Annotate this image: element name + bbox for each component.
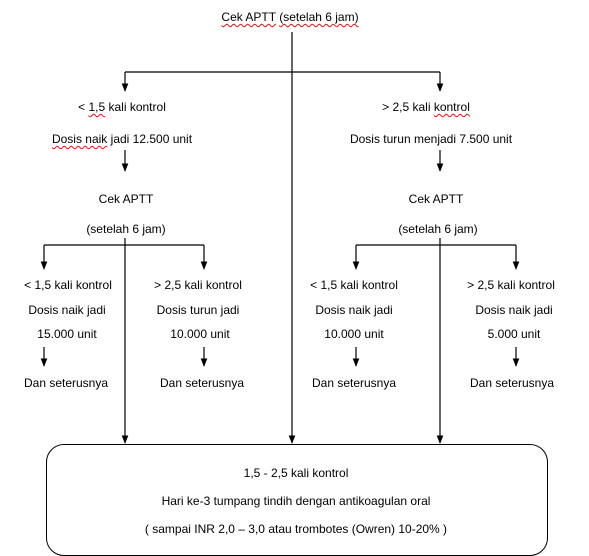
- result-instruction: Hari ke-3 tumpang tindih dengan antikoag…: [161, 494, 431, 508]
- left-high-dose-line1: Dosis turun jadi: [156, 303, 240, 317]
- right-check-time: (setelah 6 jam): [398, 222, 478, 236]
- left-condition-ratio: 1,5: [88, 100, 106, 114]
- left-condition-prefix: <: [78, 100, 89, 114]
- left-high-next: Dan seterusnya: [159, 376, 245, 390]
- left-condition: < 1,5 kali kontrol: [78, 100, 166, 114]
- left-check-time: (setelah 6 jam): [86, 222, 166, 236]
- right-low-condition: < 1,5 kali kontrol: [310, 278, 398, 292]
- right-high-next: Dan seterusnya: [469, 376, 555, 390]
- right-low-dose-line1: Dosis naik jadi: [315, 303, 393, 317]
- flowchart-connectors: [40, 32, 520, 444]
- left-low-dose-line2: 15.000 unit: [37, 327, 97, 341]
- left-dose: Dosis naik jadi 12.500 unit: [52, 132, 192, 146]
- left-dose-lead: Dosis naik: [51, 132, 108, 146]
- result-target: ( sampai INR 2,0 – 3,0 atau trombotes (O…: [144, 522, 448, 536]
- right-condition-lead: > 2,5 kali: [382, 100, 434, 114]
- top-check-aptt: Cek APTT (setelah 6 jam): [221, 10, 358, 24]
- result-range: 1,5 - 2,5 kali kontrol: [243, 466, 349, 480]
- right-condition: > 2,5 kali kontrol: [382, 100, 470, 114]
- left-dose-rest: jadi 12.500 unit: [107, 132, 193, 146]
- right-high-dose-line2: 5.000 unit: [487, 327, 541, 341]
- right-low-next: Dan seterusnya: [311, 376, 397, 390]
- right-high-condition: > 2,5 kali kontrol: [467, 278, 555, 292]
- left-low-dose-line1: Dosis naik jadi: [28, 303, 106, 317]
- left-high-condition: > 2,5 kali kontrol: [154, 278, 242, 292]
- top-check-word: Cek APTT: [221, 10, 276, 24]
- left-condition-rest: kali kontrol: [105, 100, 166, 114]
- left-check-aptt: Cek APTT: [98, 192, 154, 206]
- right-low-dose-line2: 10.000 unit: [324, 327, 384, 341]
- right-condition-word: kontrol: [433, 100, 470, 114]
- right-high-dose-line1: Dosis naik jadi: [475, 303, 553, 317]
- left-high-dose-line2: 10.000 unit: [170, 327, 230, 341]
- right-dose: Dosis turun menjadi 7.500 unit: [349, 132, 513, 146]
- left-low-condition: < 1,5 kali kontrol: [24, 278, 112, 292]
- left-low-next: Dan seterusnya: [23, 376, 109, 390]
- top-check-detail: (setelah 6 jam): [279, 10, 359, 24]
- right-check-aptt: Cek APTT: [408, 192, 464, 206]
